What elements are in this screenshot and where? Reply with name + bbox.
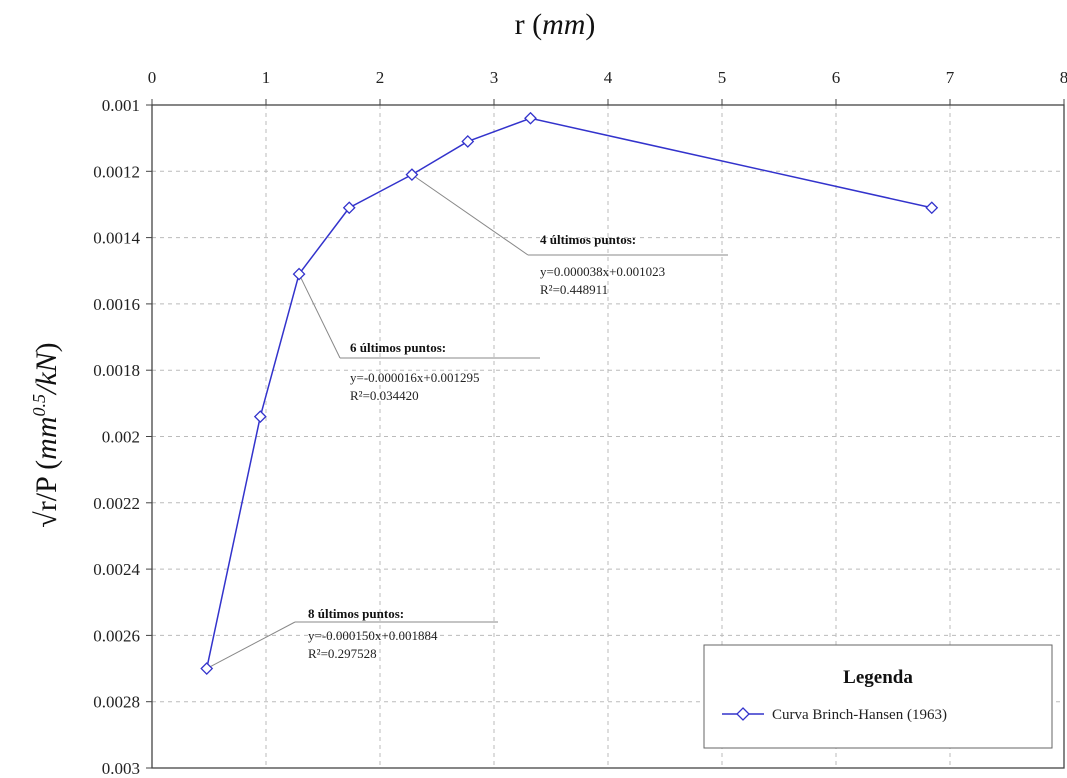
- x-axis-label: r: [515, 8, 533, 41]
- annotation-r2: R²=0.448911: [540, 282, 608, 297]
- data-point-marker: [342, 201, 356, 215]
- y-tick-label: 0.0014: [93, 229, 140, 248]
- annotation-equation: y=-0.000150x+0.001884: [308, 628, 438, 643]
- y-tick-label: 0.0024: [93, 560, 140, 579]
- x-tick-label: 0: [148, 68, 157, 87]
- annotation-leader: [298, 273, 341, 359]
- legend-item-label: Curva Brinch-Hansen (1963): [772, 707, 947, 723]
- x-tick-label: 1: [262, 68, 271, 87]
- annotation-title: 4 últimos puntos:: [540, 232, 636, 247]
- x-axis-unit: mm: [542, 8, 585, 41]
- annotation-callout: 6 últimos puntos: y=-0.000016x+0.001295 R²…: [298, 273, 540, 403]
- series-line: [205, 117, 932, 669]
- annotation-r2: R²=0.297528: [308, 646, 377, 661]
- y-tick-label: 0.0026: [93, 626, 140, 645]
- annotation-title: 6 últimos puntos:: [350, 340, 446, 355]
- annotation-title: 8 últimos puntos:: [308, 606, 404, 621]
- y-tick-label: 0.0012: [93, 162, 140, 181]
- y-axis: 0.001 0.0012 0.0014 0.0016 0.0018 0.002 0.0022…: [93, 96, 152, 778]
- data-point-marker: [461, 135, 475, 148]
- y-tick-label: 0.003: [102, 759, 140, 778]
- data-point-marker: [925, 201, 939, 215]
- annotations: 8 últimos puntos: y=-0.000150x+0.001884 R²…: [206, 174, 728, 669]
- x-axis-title: r (mm): [515, 8, 596, 41]
- x-tick-label: 3: [490, 68, 499, 87]
- annotation-callout: 8 últimos puntos: y=-0.000150x+0.001884 R²…: [206, 606, 498, 669]
- y-tick-label: 0.0028: [93, 693, 140, 712]
- y-axis-label: √r/P: [30, 470, 63, 528]
- y-axis-title: √r/P (mm0.5/kN): [29, 342, 63, 527]
- annotation-leader: [206, 621, 296, 669]
- legend-swatch-marker: [736, 707, 750, 721]
- annotation-equation: y=-0.000016x+0.001295: [350, 370, 480, 385]
- legend: Legenda Curva Brinch-Hansen (1963): [703, 644, 1053, 749]
- y-tick-label: 0.0018: [93, 361, 140, 380]
- data-point-marker: [524, 111, 537, 125]
- y-axis-unit-tail: /kN: [30, 350, 63, 396]
- x-tick-label: 2: [376, 68, 385, 87]
- annotation-equation: y=0.000038x+0.001023: [540, 264, 665, 279]
- data-point-marker: [253, 410, 267, 424]
- legend-box: [703, 644, 1053, 749]
- y-axis-unit-exponent: 0.5: [29, 394, 49, 417]
- data-point-marker: [405, 168, 419, 182]
- y-axis-unit: mm: [30, 416, 63, 459]
- legend-title: Legenda: [843, 667, 913, 688]
- y-tick-label: 0.0022: [93, 494, 140, 513]
- x-tick-label: 6: [832, 68, 841, 87]
- y-tick-label: 0.0016: [93, 295, 140, 314]
- y-tick-label: 0.001: [102, 96, 140, 115]
- data-point-marker: [200, 662, 214, 675]
- y-tick-label: 0.002: [102, 428, 140, 447]
- x-tick-label: 5: [718, 68, 727, 87]
- annotation-leader: [411, 174, 529, 256]
- annotation-r2: R²=0.034420: [350, 388, 419, 403]
- x-tick-label: 8: [1060, 68, 1067, 87]
- x-axis: 0 1 2 3 4 5 6 7 8: [148, 68, 1067, 105]
- data-point-marker: [292, 267, 306, 281]
- x-tick-label: 7: [946, 68, 955, 87]
- x-tick-label: 4: [604, 68, 613, 87]
- series-layer: [200, 111, 939, 675]
- annotation-callout: 4 últimos puntos: y=0.000038x+0.001023 R²=…: [411, 174, 728, 297]
